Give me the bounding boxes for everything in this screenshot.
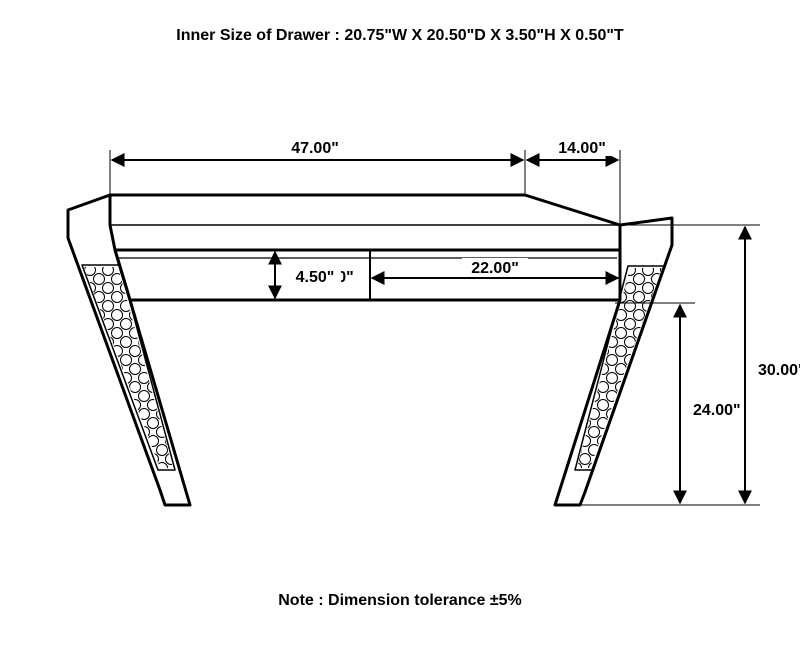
- dim-leg-clearance: 24.00": [693, 402, 741, 419]
- dim-drawer-height-label: 4.50": [296, 269, 335, 286]
- drawer-inner-size-heading: Inner Size of Drawer : 20.75"W X 20.50"D…: [176, 27, 624, 44]
- leg-pattern-fills: [60, 250, 700, 490]
- tolerance-note: Note : Dimension tolerance ±5%: [278, 592, 522, 609]
- dimension-labels: 47.00" 14.00" 4.50" 22.00" 24.00" 30.00": [291, 140, 800, 419]
- dim-top-depth-label: 14.00": [558, 140, 606, 157]
- dimension-lines: [110, 150, 760, 505]
- dim-total-height: 30.00": [758, 362, 800, 379]
- dim-top-width-label: 47.00": [291, 140, 339, 157]
- dimension-labels-top: 47.00" 14.00" 4.50" 22.00": [291, 140, 606, 286]
- dim-drawer-width-label: 22.00": [471, 260, 519, 277]
- furniture-dimension-diagram: Inner Size of Drawer : 20.75"W X 20.50"D…: [0, 0, 800, 651]
